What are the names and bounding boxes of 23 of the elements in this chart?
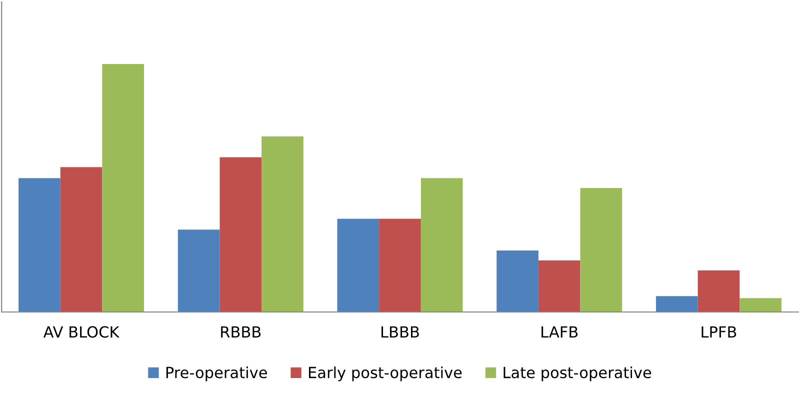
bar bbox=[538, 260, 580, 312]
x-tick-label: LBBB bbox=[382, 326, 419, 338]
bar bbox=[698, 270, 740, 312]
bar bbox=[18, 178, 60, 312]
legend-label: Early post-operative bbox=[308, 366, 462, 382]
x-tick-label: LPFB bbox=[702, 326, 736, 338]
x-tick-label: RBBB bbox=[221, 326, 261, 338]
legend-label: Pre-operative bbox=[166, 366, 267, 382]
bar bbox=[379, 218, 421, 312]
x-tick-label: AV BLOCK bbox=[43, 326, 120, 338]
legend-label: Late post-operative bbox=[504, 366, 652, 382]
x-tick-label: LAFB bbox=[542, 326, 578, 338]
bar bbox=[496, 250, 538, 312]
bar bbox=[220, 157, 262, 312]
bar bbox=[178, 230, 220, 312]
bar bbox=[656, 296, 698, 312]
bar bbox=[262, 136, 304, 312]
bar bbox=[420, 178, 463, 312]
bar bbox=[580, 188, 622, 312]
bar bbox=[60, 167, 102, 312]
bar bbox=[102, 64, 144, 312]
bar bbox=[740, 298, 782, 312]
bar bbox=[337, 218, 380, 312]
